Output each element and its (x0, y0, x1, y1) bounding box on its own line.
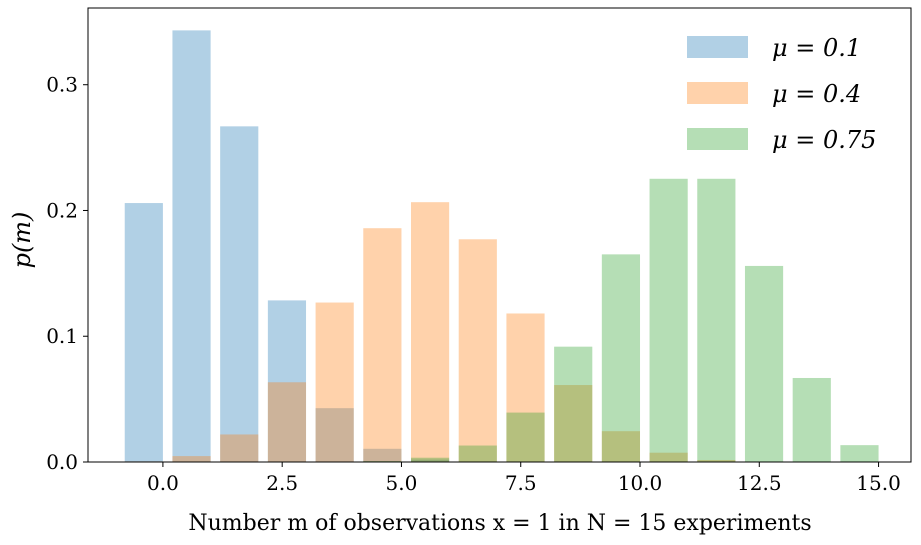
bar-series1-m5 (363, 228, 401, 462)
bar-series2-m7 (459, 446, 497, 462)
bar-series2-m15 (840, 445, 878, 462)
y-axis-ticks: 0.0 0.1 0.2 0.3 (46, 73, 88, 474)
y-tick-label: 0.0 (46, 450, 78, 474)
legend: μ = 0.1 μ = 0.4 μ = 0.75 (687, 34, 876, 154)
legend-label: μ = 0.1 (772, 34, 861, 62)
bar-series2-m12 (697, 179, 735, 462)
x-tick-label: 0.0 (147, 471, 179, 495)
bar-series2-m8 (506, 413, 544, 462)
y-tick-label: 0.3 (46, 73, 78, 97)
y-tick-label: 0.1 (46, 324, 78, 348)
legend-label: μ = 0.4 (772, 80, 861, 108)
bar-series2-m9 (554, 347, 592, 462)
legend-swatch (687, 36, 748, 58)
bar-series0-m0 (125, 203, 163, 462)
bar-series2-m6 (411, 458, 449, 462)
bar-series0-m1 (172, 30, 210, 462)
y-tick-label: 0.2 (46, 198, 78, 222)
bar-series1-m3 (268, 382, 306, 462)
bar-series1-m7 (459, 239, 497, 462)
bar-series2-m14 (793, 378, 831, 462)
bar-series1-m1 (172, 456, 210, 462)
bar-series1-m6 (411, 202, 449, 462)
x-tick-label: 2.5 (266, 471, 298, 495)
bar-series2-m10 (602, 254, 640, 462)
y-axis-label: p(m) (8, 212, 36, 269)
bar-series1-m4 (316, 303, 354, 462)
bar-series2-m11 (650, 179, 688, 462)
legend-swatch (687, 82, 748, 104)
plot-frame (88, 8, 911, 462)
x-tick-label: 12.5 (737, 471, 782, 495)
bar-series0-m2 (220, 126, 258, 462)
x-tick-label: 10.0 (618, 471, 663, 495)
x-tick-label: 5.0 (386, 471, 418, 495)
x-tick-label: 15.0 (856, 471, 901, 495)
x-axis-label: Number m of observations x = 1 in N = 15… (188, 511, 811, 536)
legend-label: μ = 0.75 (772, 126, 876, 154)
bars-layer (125, 30, 879, 462)
x-axis-ticks: 0.0 2.5 5.0 7.5 10.0 12.5 15.0 (147, 462, 901, 495)
bar-series2-m13 (745, 266, 783, 462)
legend-swatch (687, 128, 748, 150)
bar-series1-m2 (220, 434, 258, 462)
x-tick-label: 7.5 (505, 471, 537, 495)
